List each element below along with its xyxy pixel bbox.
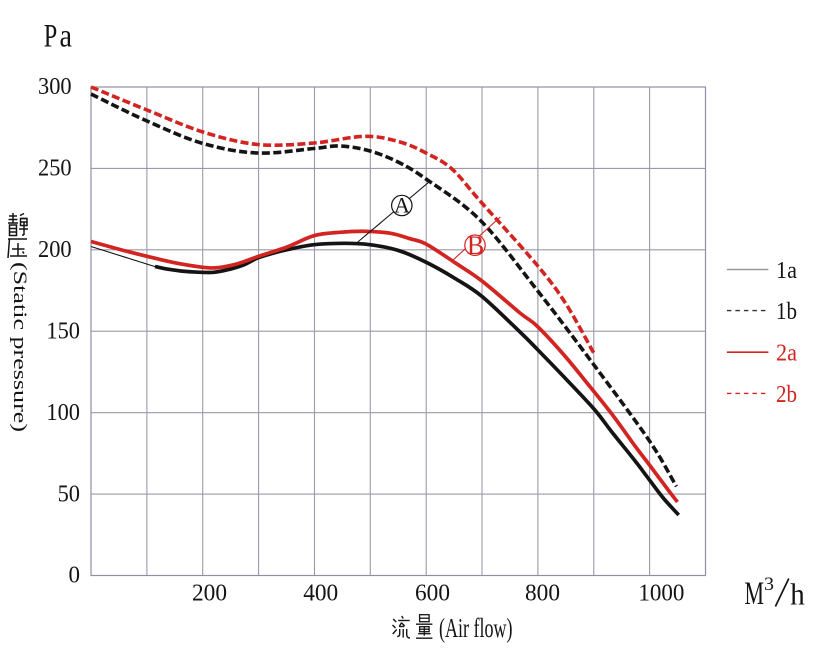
- svg-text:1a: 1a: [776, 258, 797, 284]
- svg-text:B: B: [467, 231, 484, 260]
- svg-text:50: 50: [58, 481, 80, 507]
- svg-text:200: 200: [192, 581, 227, 607]
- svg-text:400: 400: [303, 581, 338, 607]
- svg-text:800: 800: [525, 581, 560, 607]
- svg-text:300: 300: [38, 74, 72, 100]
- svg-text:a: a: [60, 18, 73, 54]
- svg-text:P: P: [44, 18, 58, 54]
- svg-text:600: 600: [415, 581, 450, 607]
- svg-text:100: 100: [46, 400, 80, 426]
- svg-text:1b: 1b: [776, 299, 797, 325]
- svg-text:M: M: [745, 576, 765, 612]
- svg-text:3: 3: [764, 574, 774, 595]
- svg-text:2b: 2b: [776, 382, 797, 408]
- svg-text:A: A: [394, 193, 410, 218]
- svg-text:2a: 2a: [776, 341, 797, 367]
- svg-text:h: h: [790, 576, 805, 611]
- svg-text:200: 200: [38, 237, 72, 263]
- svg-text:250: 250: [38, 156, 72, 182]
- svg-text:0: 0: [69, 563, 81, 589]
- svg-text:1000: 1000: [638, 581, 684, 607]
- svg-text:150: 150: [46, 319, 80, 345]
- svg-text:(Air flow): (Air flow): [439, 613, 513, 643]
- svg-text:(Static pressure): (Static pressure): [9, 262, 30, 432]
